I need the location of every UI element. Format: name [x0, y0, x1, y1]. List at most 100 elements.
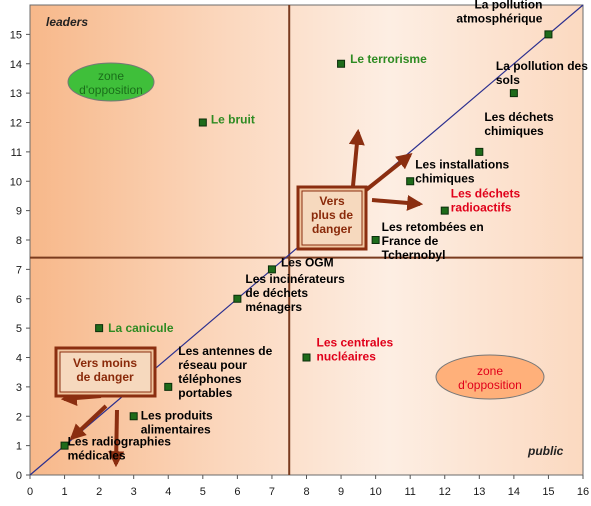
data-point-label-line: chimiques	[415, 171, 475, 185]
x-tick-label: 4	[165, 486, 171, 498]
data-point-marker	[233, 294, 242, 303]
data-point-marker	[198, 118, 207, 127]
data-point-label-line: Les installations	[415, 157, 509, 171]
y-tick-label: 4	[16, 353, 22, 365]
data-point-label: La pollution atmosphérique	[456, 0, 542, 25]
direction-arrow	[348, 128, 365, 187]
direction-box-inner	[59, 351, 152, 393]
data-point-label: Les retombées en France de Tchernobyl	[382, 220, 484, 262]
data-point-label-line: ménagers	[245, 300, 302, 314]
data-point-label-line: France de	[382, 234, 439, 248]
opposition-zone-label: zone d'opposition	[458, 364, 522, 392]
data-point-label: Les produits alimentaires	[141, 408, 213, 436]
x-tick-label: 3	[131, 486, 137, 498]
y-tick-label: 5	[16, 323, 22, 335]
x-tick-label: 5	[200, 486, 206, 498]
y-tick-label: 6	[16, 294, 22, 306]
data-point-label-line: de déchets	[245, 286, 308, 300]
data-point-marker	[95, 324, 104, 333]
data-point-label: Les déchets radioactifs	[451, 187, 521, 215]
axes: 0 1 2 3 4 5 6 7 8 9 10 11 12 13 14 15 160123456789101112…	[10, 29, 589, 498]
data-point-label: Les incinérateurs de déchets ménagers	[245, 272, 345, 314]
data-point-marker	[267, 265, 276, 274]
opposition-zone-label-line: zone	[477, 364, 503, 378]
corner-label-public: public	[527, 444, 564, 458]
data-point-label-line: réseau pour	[178, 358, 247, 372]
data-point-label-line: Les radiographies	[68, 435, 172, 449]
data-point-label: La pollution des sols	[496, 59, 588, 87]
x-tick-label: 0	[27, 486, 33, 498]
data-point-label-line: La pollution des	[496, 59, 588, 73]
direction-arrow	[371, 194, 424, 211]
data-point-label-line: Les OGM	[281, 255, 334, 269]
x-tick-label: 14	[508, 486, 520, 498]
y-tick-label: 9	[16, 206, 22, 218]
data-point-marker	[544, 30, 553, 39]
direction-box-label-line: Vers	[319, 194, 345, 208]
direction-arrow	[69, 404, 108, 441]
y-tick-label: 3	[16, 382, 22, 394]
x-tick-label: 8	[303, 486, 309, 498]
y-tick-label: 1	[16, 441, 22, 453]
x-tick-label: 7	[269, 486, 275, 498]
direction-box-label-line: danger	[312, 222, 352, 236]
data-point-label-line: nucléaires	[317, 350, 377, 364]
data-point-label-line: sols	[496, 73, 520, 87]
data-point-label-line: médicales	[68, 449, 126, 463]
x-tick-label: 13	[473, 486, 485, 498]
data-point-label: Les OGM	[281, 255, 334, 269]
y-tick-label: 15	[10, 29, 22, 41]
direction-box-label: Vers moins de danger	[73, 356, 137, 384]
y-tick-label: 7	[16, 264, 22, 276]
data-point-label: Les centrales nucléaires	[317, 336, 394, 364]
x-tick-label: 16	[577, 486, 589, 498]
data-point-marker	[509, 89, 518, 98]
data-points: La pollution atmosphérique Le terrorisme La…	[60, 0, 588, 463]
data-point-marker	[129, 412, 138, 421]
data-point-label-line: atmosphérique	[456, 11, 542, 25]
data-point-label-line: Le terrorisme	[350, 52, 427, 66]
data-point-marker	[337, 59, 346, 68]
data-point-label-line: Les déchets	[451, 187, 521, 201]
y-tick-label: 14	[10, 59, 22, 71]
data-point-marker	[440, 206, 449, 215]
data-point-label-line: chimiques	[484, 124, 544, 138]
direction-box-label-line: plus de	[311, 208, 353, 222]
direction-box-label-line: de danger	[76, 370, 134, 384]
data-point-label-line: Les antennes de	[178, 344, 272, 358]
direction-arrow	[364, 153, 413, 192]
opposition-zone-label-line: d'opposition	[458, 378, 522, 392]
data-point-label-line: Le bruit	[211, 113, 255, 127]
opposition-zone-label: zone d'opposition	[79, 69, 143, 97]
data-point-label: Les déchets chimiques	[484, 110, 554, 138]
x-tick-label: 2	[96, 486, 102, 498]
data-point-label-line: Les produits	[141, 408, 213, 422]
x-tick-label: 15	[542, 486, 554, 498]
direction-box-label-line: Vers moins	[73, 356, 137, 370]
data-point-marker	[406, 177, 415, 186]
x-tick-label: 9	[338, 486, 344, 498]
data-point-marker	[302, 353, 311, 362]
x-tick-label: 11	[404, 486, 415, 498]
data-point-label: Le bruit	[211, 113, 255, 127]
data-point-marker	[475, 147, 484, 156]
data-point-marker	[60, 441, 69, 450]
data-point-label-line: Tchernobyl	[382, 248, 446, 262]
data-point-label-line: alimentaires	[141, 422, 211, 436]
data-point-marker	[164, 382, 173, 391]
opposition-zone-ellipse	[67, 62, 155, 102]
y-tick-label: 12	[10, 118, 22, 130]
x-tick-label: 6	[234, 486, 240, 498]
data-point-label-line: radioactifs	[451, 201, 512, 215]
opposition-zone-label-line: zone	[98, 69, 124, 83]
y-tick-label: 10	[10, 176, 22, 188]
data-point-label: Les radiographies médicales	[68, 435, 172, 463]
x-tick-label: 1	[62, 486, 68, 498]
data-point-label-line: Les retombées en	[382, 220, 484, 234]
data-point-label: Les antennes de réseau pour téléphones port…	[178, 344, 272, 400]
data-point-label-line: téléphones	[178, 372, 242, 386]
data-point-label: Le terrorisme	[350, 52, 427, 66]
direction-box-label: Vers plus de danger	[311, 194, 353, 236]
data-point-label-line: La pollution	[474, 0, 542, 11]
